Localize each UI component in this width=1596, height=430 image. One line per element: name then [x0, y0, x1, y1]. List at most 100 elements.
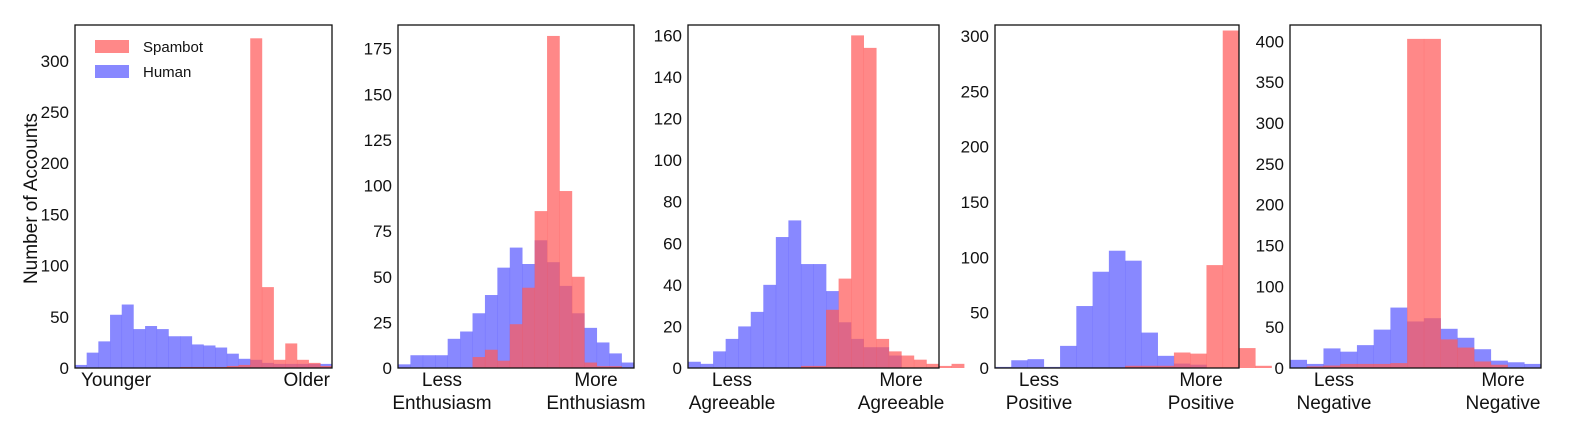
spambot-bar: [1490, 364, 1508, 368]
spambot-bar: [851, 35, 864, 368]
x-right-label: More: [1481, 370, 1524, 391]
human-bar: [1390, 307, 1408, 368]
y-tick-label: 60: [663, 234, 682, 253]
x-left-label: Positive: [1006, 393, 1073, 414]
human-bar: [725, 338, 739, 368]
y-tick-label: 50: [373, 268, 392, 287]
spambot-bar: [1323, 365, 1341, 368]
spambot-bar: [1474, 361, 1492, 368]
spambot-bar: [1340, 363, 1358, 368]
legend-label: Spambot: [143, 39, 204, 56]
human-bar: [156, 329, 169, 368]
spambot-bar: [876, 338, 890, 368]
y-tick-label: 25: [373, 313, 392, 332]
spambot-bar: [1423, 38, 1441, 368]
x-right-label: Enthusiasm: [546, 393, 645, 414]
spambot-bar: [226, 365, 239, 368]
human-bar: [203, 345, 216, 368]
human-bar: [1340, 351, 1358, 368]
y-tick-label: 250: [41, 103, 69, 122]
human-bar: [226, 353, 239, 368]
x-right-label: Agreeable: [858, 393, 945, 414]
y-tick-label: 125: [364, 131, 392, 150]
human-bar: [121, 304, 134, 368]
spambot-bar: [1390, 363, 1408, 368]
spambot-bar: [926, 363, 940, 368]
x-right-label: More: [879, 370, 922, 391]
spambot-bar: [509, 324, 523, 368]
human-bar: [497, 267, 511, 368]
legend: Spambot Human: [95, 39, 204, 81]
y-tick-label: 0: [383, 359, 392, 378]
human-bar: [621, 362, 635, 368]
plot-frame: [687, 24, 940, 369]
y-tick-label: 150: [1256, 237, 1284, 256]
legend-swatch-human: [95, 65, 129, 78]
spambot-bar: [296, 359, 309, 368]
plot-frame: [1289, 24, 1542, 369]
spambot-bar: [596, 366, 610, 368]
chart-panel-2: 0255075100125150175LessEnthusiasmMoreEnt…: [364, 24, 646, 414]
human-bar: [215, 347, 228, 368]
y-tick-label: 100: [961, 248, 989, 267]
spambot-bar: [534, 211, 548, 368]
spambot-bar: [1306, 366, 1324, 368]
y-tick-label: 75: [373, 222, 392, 241]
spambot-bar: [951, 363, 965, 368]
chart-panel-4: 050100150200250300LessPositiveMorePositi…: [961, 24, 1272, 414]
spambot-bar: [261, 287, 274, 368]
human-bar: [788, 220, 802, 368]
spambot-bar: [1373, 363, 1391, 368]
y-tick-label: 20: [663, 317, 682, 336]
y-tick-label: 160: [654, 26, 682, 45]
human-bar: [1108, 250, 1126, 368]
human-bar: [435, 355, 448, 368]
human-bar: [398, 364, 411, 368]
spambot-bar: [250, 38, 263, 369]
y-tick-label: 150: [364, 85, 392, 104]
y-tick-label: 100: [41, 257, 69, 276]
spambot-bar: [1125, 365, 1142, 368]
human-bar: [1125, 260, 1142, 368]
y-tick-label: 150: [41, 205, 69, 224]
human-bar: [800, 264, 814, 368]
x-right-label: Older: [284, 370, 331, 391]
spambot-bar: [1457, 347, 1475, 368]
human-bar: [238, 358, 251, 368]
spambot-bar: [472, 357, 486, 368]
human-bar: [460, 331, 473, 368]
spambot-bar: [522, 287, 535, 368]
y-tick-label: 100: [654, 151, 682, 170]
y-tick-label: 50: [50, 308, 69, 327]
y-tick-label: 100: [364, 177, 392, 196]
spambot-bar: [320, 365, 333, 368]
human-bar: [191, 344, 204, 368]
y-tick-label: 0: [673, 359, 682, 378]
human-bar: [688, 361, 701, 368]
y-tick-label: 120: [654, 110, 682, 129]
spambot-bar: [939, 365, 952, 368]
y-tick-label: 0: [1275, 359, 1284, 378]
spambot-bar: [1141, 365, 1158, 368]
x-left-label: Enthusiasm: [392, 393, 491, 414]
human-bar: [738, 326, 752, 368]
spambot-bar: [1222, 30, 1240, 369]
human-bar: [596, 342, 610, 368]
chart-panel-5: 050100150200250300350400LessNegativeMore…: [1256, 24, 1542, 414]
y-tick-label: 200: [41, 154, 69, 173]
y-tick-label: 300: [1256, 114, 1284, 133]
y-tick-label: 150: [961, 193, 989, 212]
y-tick-label: 250: [961, 82, 989, 101]
spambot-bar: [1190, 353, 1207, 368]
spambot-bar: [571, 276, 585, 368]
y-tick-label: 50: [970, 304, 989, 323]
human-bar: [1373, 329, 1391, 368]
y-tick-label: 175: [364, 40, 392, 59]
y-tick-label: 200: [961, 138, 989, 157]
x-right-label: Positive: [1168, 393, 1235, 414]
y-tick-label: 80: [663, 193, 682, 212]
human-bar: [180, 336, 193, 368]
spambot-bar: [863, 47, 877, 369]
spambot-bar: [273, 359, 286, 368]
y-tick-label: 400: [1256, 32, 1284, 51]
